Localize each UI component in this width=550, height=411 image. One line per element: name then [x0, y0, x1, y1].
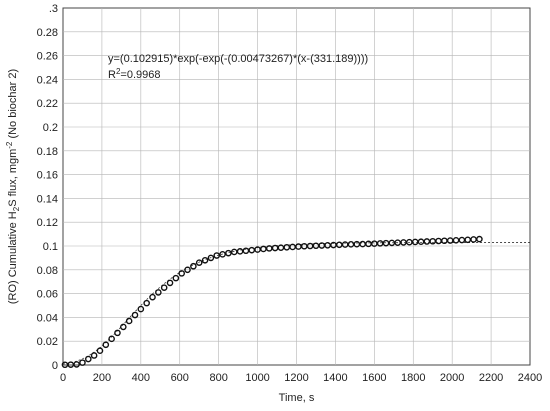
x-tick-label: 200: [93, 372, 111, 384]
y-tick-label: 0.18: [37, 146, 58, 158]
y-tick-label: 0: [52, 360, 58, 372]
x-tick-label: 400: [132, 372, 150, 384]
y-axis-title-subscript: 2: [12, 206, 21, 211]
y-axis-title-superscript: -2: [5, 141, 14, 149]
data-point: [476, 235, 483, 243]
y-tick-labels: 0 0.02 0.04 0.06 0.08 0.1 0.12 0.14 0.16 0.18 0.2 0…: [37, 3, 58, 372]
y-tick-label: 0.16: [37, 170, 58, 182]
x-axis-title: Time, s: [279, 392, 315, 404]
r-squared-superscript: 2: [116, 67, 121, 76]
data-point: [225, 249, 232, 257]
x-tick-label: 1800: [401, 372, 425, 384]
data-point: [73, 361, 80, 368]
data-point: [85, 355, 92, 363]
y-axis-title-middle: S flux, mgm: [7, 149, 19, 207]
data-point: [114, 329, 121, 337]
data-point: [207, 254, 215, 262]
x-tick-label: 800: [209, 372, 227, 384]
data-point: [219, 251, 226, 258]
x-tick-label: 0: [60, 372, 66, 384]
y-tick-label: 0.14: [37, 193, 58, 205]
y-tick-label: 0.08: [37, 265, 58, 277]
r-squared-value: =0.9968: [120, 69, 160, 81]
y-tick-label: 0.2: [43, 122, 58, 134]
y-tick-label: 0.12: [37, 217, 58, 229]
y-tick-label: .3: [49, 3, 58, 15]
y-tick-label: 0.22: [37, 98, 58, 110]
r-squared-base: R: [108, 69, 116, 81]
r-squared: R2=0.9968: [108, 67, 160, 81]
y-tick-label: 0.26: [37, 51, 58, 63]
data-point: [166, 279, 174, 287]
x-tick-labels: 0 200 400 600 800 1000 1200 1400 1600 1800 2000 220…: [60, 372, 542, 384]
data-point: [190, 262, 197, 270]
data-point: [184, 266, 191, 274]
data-point: [172, 274, 180, 282]
data-point: [160, 284, 168, 291]
data-point: [120, 323, 127, 331]
data-points: [61, 235, 483, 369]
y-axis-title-prefix: (RO) Cumulative H: [7, 211, 19, 304]
data-point: [96, 347, 104, 355]
data-point: [108, 335, 115, 343]
x-tick-label: 2000: [440, 372, 464, 384]
y-tick-label: 0.28: [37, 27, 58, 39]
fit-equation: y=(0.102915)*exp(-exp(-(0.00473267)*(x-(…: [108, 53, 368, 65]
x-tick-label: 600: [171, 372, 189, 384]
x-tick-label: 1000: [245, 372, 269, 384]
x-tick-label: 1400: [323, 372, 347, 384]
data-point: [137, 305, 145, 313]
data-point: [201, 256, 209, 264]
data-point: [149, 293, 156, 301]
data-point: [102, 341, 110, 349]
x-tick-label: 1600: [362, 372, 386, 384]
y-axis-title: (RO) Cumulative H2S flux, mgm-2 (No bioc…: [5, 69, 21, 304]
x-tick-label: 2400: [518, 372, 542, 384]
x-tick-label: 2200: [479, 372, 503, 384]
y-tick-label: 0.24: [37, 74, 58, 86]
y-tick-label: 0.02: [37, 336, 58, 348]
data-point: [155, 289, 162, 296]
x-tick-label: 1200: [284, 372, 308, 384]
data-point: [195, 259, 203, 266]
data-point: [213, 252, 221, 259]
data-point: [79, 359, 86, 366]
data-point: [143, 299, 150, 307]
y-tick-label: 0.06: [37, 289, 58, 301]
y-tick-label: 0.04: [37, 312, 58, 324]
y-axis-title-suffix: (No biochar 2): [7, 69, 19, 142]
data-point: [90, 352, 98, 359]
data-point: [125, 317, 133, 325]
y-tick-label: 0.1: [43, 241, 58, 253]
data-point: [131, 311, 139, 319]
data-point: [178, 270, 185, 277]
